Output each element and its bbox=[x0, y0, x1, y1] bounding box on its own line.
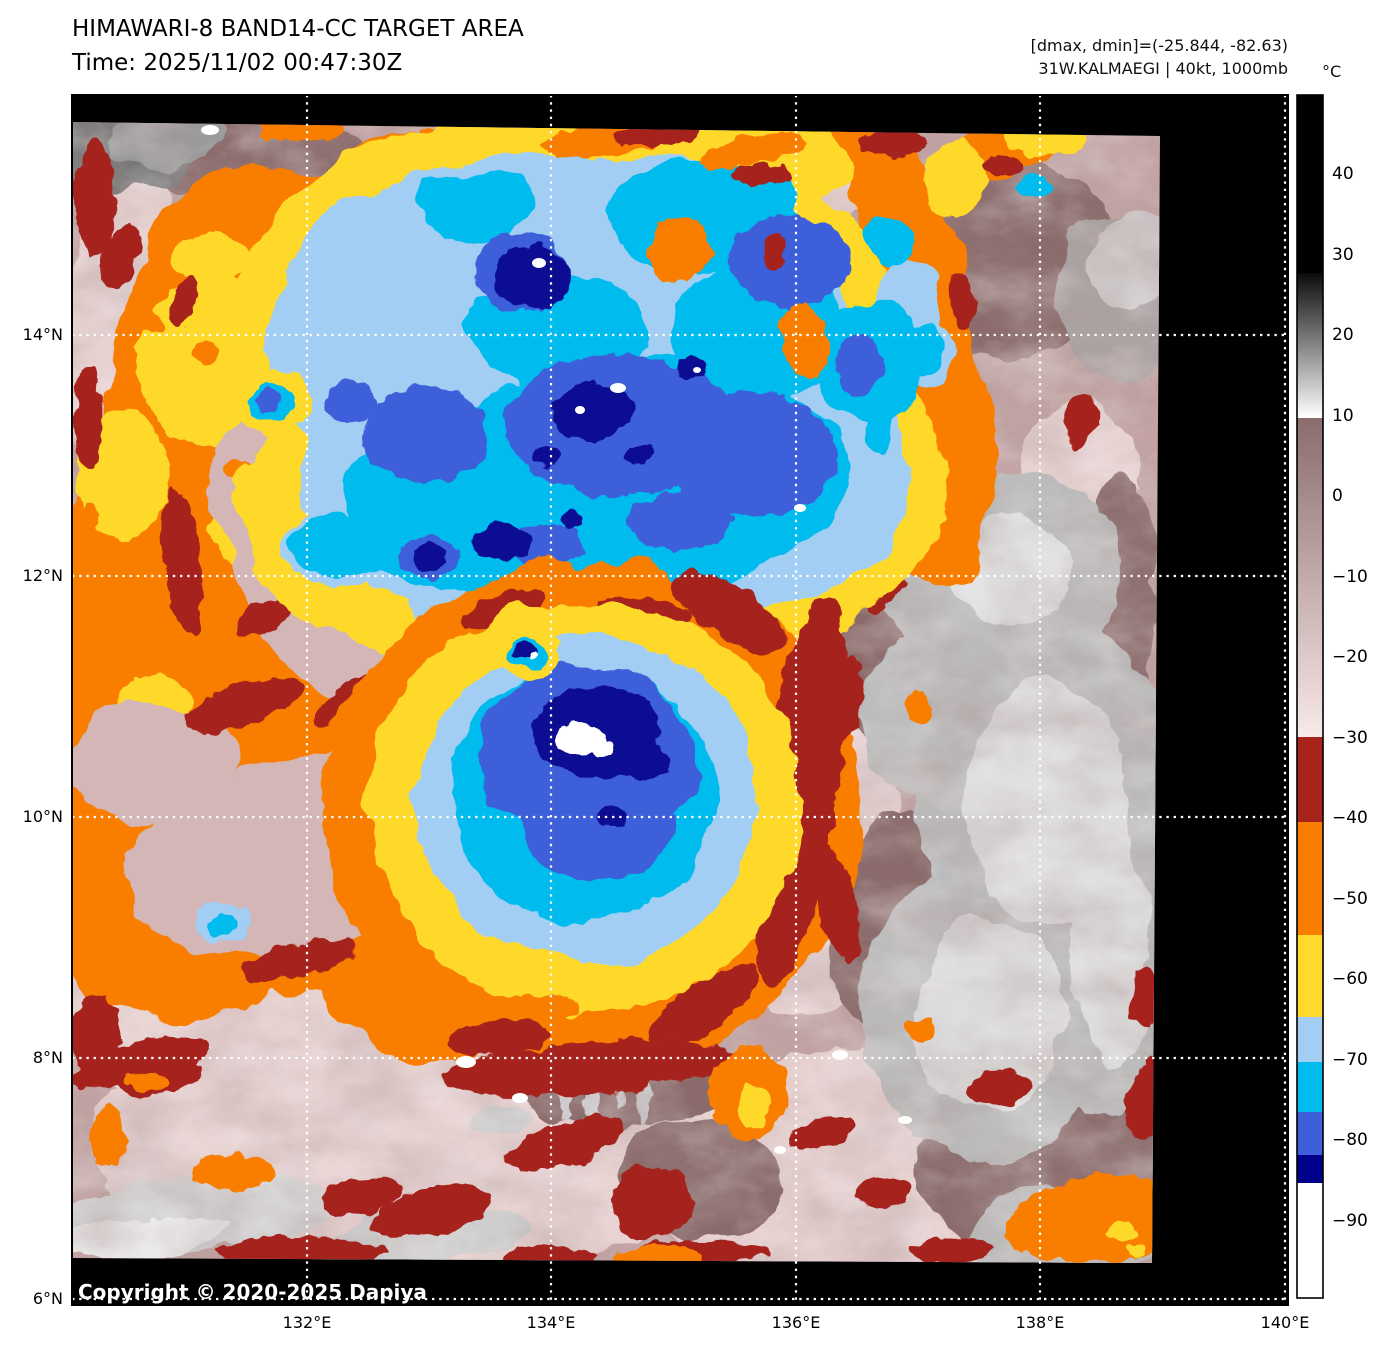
figure-title: HIMAWARI-8 BAND14-CC TARGET AREA bbox=[72, 16, 524, 42]
cb-tick-m70: −70 bbox=[1332, 1050, 1368, 1070]
southern-scattered-cells bbox=[72, 902, 1160, 1263]
colorbar-unit-label: °C bbox=[1322, 62, 1342, 81]
cb-tick-m90: −90 bbox=[1332, 1211, 1368, 1231]
cb-tick-40: 40 bbox=[1332, 164, 1354, 184]
lon-tick-134e: 134°E bbox=[526, 1313, 576, 1332]
cb-tick-10: 10 bbox=[1332, 406, 1354, 426]
colorbar bbox=[1296, 94, 1324, 1299]
complex-navy-cores bbox=[410, 244, 707, 570]
lon-tick-136e: 136°E bbox=[771, 1313, 821, 1332]
cb-tick-m60: −60 bbox=[1332, 969, 1368, 989]
lon-tick-138e: 138°E bbox=[1015, 1313, 1065, 1332]
cb-tick-m40: −40 bbox=[1332, 808, 1368, 828]
lat-tick-14n: 14°N bbox=[22, 325, 63, 344]
storm-cdo bbox=[322, 560, 863, 1096]
map-frame bbox=[71, 94, 1289, 1306]
lat-tick-8n: 8°N bbox=[32, 1048, 63, 1067]
lon-tick-132e: 132°E bbox=[282, 1313, 332, 1332]
cb-tick-30: 30 bbox=[1332, 245, 1354, 265]
cb-tick-m20: −20 bbox=[1332, 647, 1368, 667]
gridlines bbox=[72, 95, 1288, 1305]
lat-tick-12n: 12°N bbox=[22, 566, 63, 585]
copyright-watermark: Copyright © 2020-2025 Dapiya bbox=[78, 1280, 427, 1304]
storm-info-annotation: 31W.KALMAEGI | 40kt, 1000mb bbox=[1038, 59, 1288, 78]
lat-tick-10n: 10°N bbox=[22, 807, 63, 826]
colorbar-border bbox=[1296, 94, 1324, 1299]
storm-eye-spot bbox=[555, 724, 615, 757]
lat-tick-6n: 6°N bbox=[32, 1289, 63, 1308]
lon-tick-140e: 140°E bbox=[1260, 1313, 1310, 1332]
complex-orange-red-fringe bbox=[540, 122, 829, 380]
cb-tick-m50: −50 bbox=[1332, 889, 1368, 909]
cb-tick-m80: −80 bbox=[1332, 1130, 1368, 1150]
map-axes-area bbox=[72, 95, 1288, 1305]
cb-tick-m10: −10 bbox=[1332, 567, 1368, 587]
cb-tick-20: 20 bbox=[1332, 325, 1354, 345]
cb-tick-m30: −30 bbox=[1332, 728, 1368, 748]
cb-tick-0: 0 bbox=[1332, 486, 1343, 506]
satellite-data-swath bbox=[72, 122, 1160, 1263]
mini-cold-cell-nw bbox=[497, 627, 561, 679]
figure-timestamp: Time: 2025/11/02 00:47:30Z bbox=[72, 50, 403, 76]
dmax-dmin-annotation: [dmax, dmin]=(-25.844, -82.63) bbox=[1030, 36, 1288, 55]
small-cold-cell-west bbox=[232, 370, 312, 434]
complex-overshoot-flecks bbox=[532, 254, 806, 512]
